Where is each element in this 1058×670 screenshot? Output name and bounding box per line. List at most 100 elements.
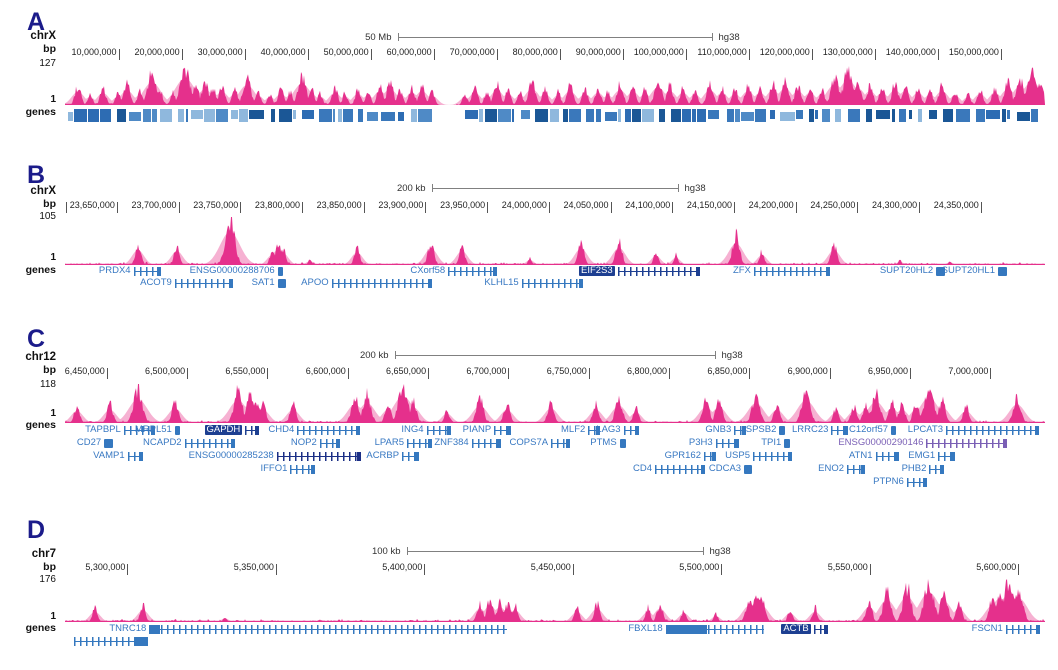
gene-terminal-exon [156, 267, 161, 276]
gene-label: SAT1 [251, 277, 275, 288]
gene-glyph [891, 426, 896, 435]
gene-glyph [551, 439, 570, 448]
gene-glyph [847, 465, 865, 474]
tick-label: 6,950,000 [868, 366, 909, 376]
gene-label: ING4 [401, 424, 424, 435]
gene-label: P3H3 [688, 437, 713, 448]
gene-glyph [734, 426, 747, 435]
gene-label: MLF2 [561, 424, 586, 435]
gene-glyph [104, 439, 113, 448]
gene-item: ACRBP [366, 450, 419, 461]
tick-mark [244, 49, 246, 60]
gene-block [822, 109, 831, 122]
gene-glyph [331, 279, 433, 288]
gene-glyph [926, 439, 1007, 448]
tick-mark [424, 564, 426, 575]
gene-glyph [174, 426, 180, 435]
gene-item: GAPDH [204, 424, 259, 436]
gene-label: GPR162 [664, 450, 701, 461]
gene-block [809, 109, 814, 122]
gene-block [186, 109, 189, 122]
gene-item: PTMS [590, 437, 626, 448]
gene-glyph [929, 465, 945, 474]
genes-track-label: genes [25, 419, 56, 431]
gene-item: LRRC23 [792, 424, 849, 435]
gene-label: CXorf58 [410, 265, 446, 276]
gene-item: PTPN6 [873, 476, 928, 487]
gene-label: ACRBP [366, 450, 400, 461]
gene-item: PRDX4 [99, 265, 161, 276]
gene-terminal-exon [134, 637, 149, 646]
gene-terminal-exon [254, 426, 259, 435]
gene-glyph [184, 439, 235, 448]
tick-mark [669, 368, 671, 379]
gene-block [865, 109, 873, 122]
tick-mark [496, 49, 498, 60]
gene-terminal-exon [1002, 439, 1007, 448]
gene-terminal-exon [665, 625, 707, 634]
gene-label: ACTB [781, 623, 811, 635]
tick-mark [721, 564, 723, 575]
gene-glyph [831, 426, 849, 435]
gene-item: NOP2 [291, 437, 341, 448]
tick-label: 7,000,000 [948, 366, 989, 376]
signal-path [65, 384, 1045, 423]
tick-label: 60,000,000 [386, 47, 432, 57]
tick-mark [622, 49, 624, 60]
tick-mark [795, 202, 797, 213]
gene-block [605, 112, 617, 121]
gene-glyph [784, 439, 791, 448]
gene-glyph [73, 637, 149, 646]
gene-item: PIANP [463, 424, 511, 435]
genes-track-label: genes [25, 106, 56, 118]
tick-label: 6,700,000 [466, 366, 507, 376]
gene-glyph [319, 439, 341, 448]
gene-terminal-exon [742, 426, 747, 435]
gene-label: CDCA3 [708, 463, 742, 474]
gene-label: CD27 [76, 437, 102, 448]
signal-baseline [65, 103, 437, 105]
tick-label: 30,000,000 [197, 47, 243, 57]
tick-mark [919, 202, 921, 213]
gene-terminal-exon [336, 439, 341, 448]
gene-label: PIANP [462, 424, 492, 435]
genes-track-label: genes [25, 622, 56, 634]
tick-label: 10,000,000 [71, 47, 117, 57]
gene-glyph [297, 426, 360, 435]
gene-label: IFFO1 [260, 463, 288, 474]
gene-glyph [623, 426, 640, 435]
gene-label: CHD4 [268, 424, 295, 435]
gene-label: C12orf57 [849, 424, 889, 435]
signal-baseline [65, 620, 1045, 622]
bp-unit-label: bp [43, 198, 56, 210]
tick-label: 100,000,000 [633, 47, 684, 57]
gene-item: GPR162 [665, 450, 716, 461]
gene-item: TPI1 [761, 437, 791, 448]
gene-block [203, 109, 216, 122]
gene-block [780, 112, 795, 121]
signal-min-label: 1 [50, 408, 56, 419]
gene-label: VAMP1 [93, 450, 125, 461]
scale-bar-right-tick [714, 351, 716, 359]
gene-glyph [813, 625, 829, 634]
tick-label: 23,750,000 [193, 200, 239, 210]
gene-block [357, 109, 363, 122]
gene-block [99, 109, 112, 122]
tick-mark [307, 49, 309, 60]
gene-label: FBXL18 [628, 623, 663, 634]
tick-label: 20,000,000 [134, 47, 180, 57]
gene-glyph [715, 439, 740, 448]
tick-mark [548, 202, 550, 213]
signal-baseline [65, 263, 1045, 265]
gene-item: APOO [301, 277, 433, 288]
gene-label: NCAPD2 [143, 437, 182, 448]
gene-block [632, 109, 641, 122]
gene-glyph [665, 625, 764, 634]
gene-glyph [494, 426, 511, 435]
gene-terminal-exon [735, 439, 740, 448]
gene-label: GAPDH [204, 424, 243, 436]
signal-baseline [65, 421, 1045, 423]
gene-block [534, 109, 548, 122]
genome-build-label: hg38 [684, 183, 706, 194]
genome-build-label: hg38 [721, 350, 743, 361]
